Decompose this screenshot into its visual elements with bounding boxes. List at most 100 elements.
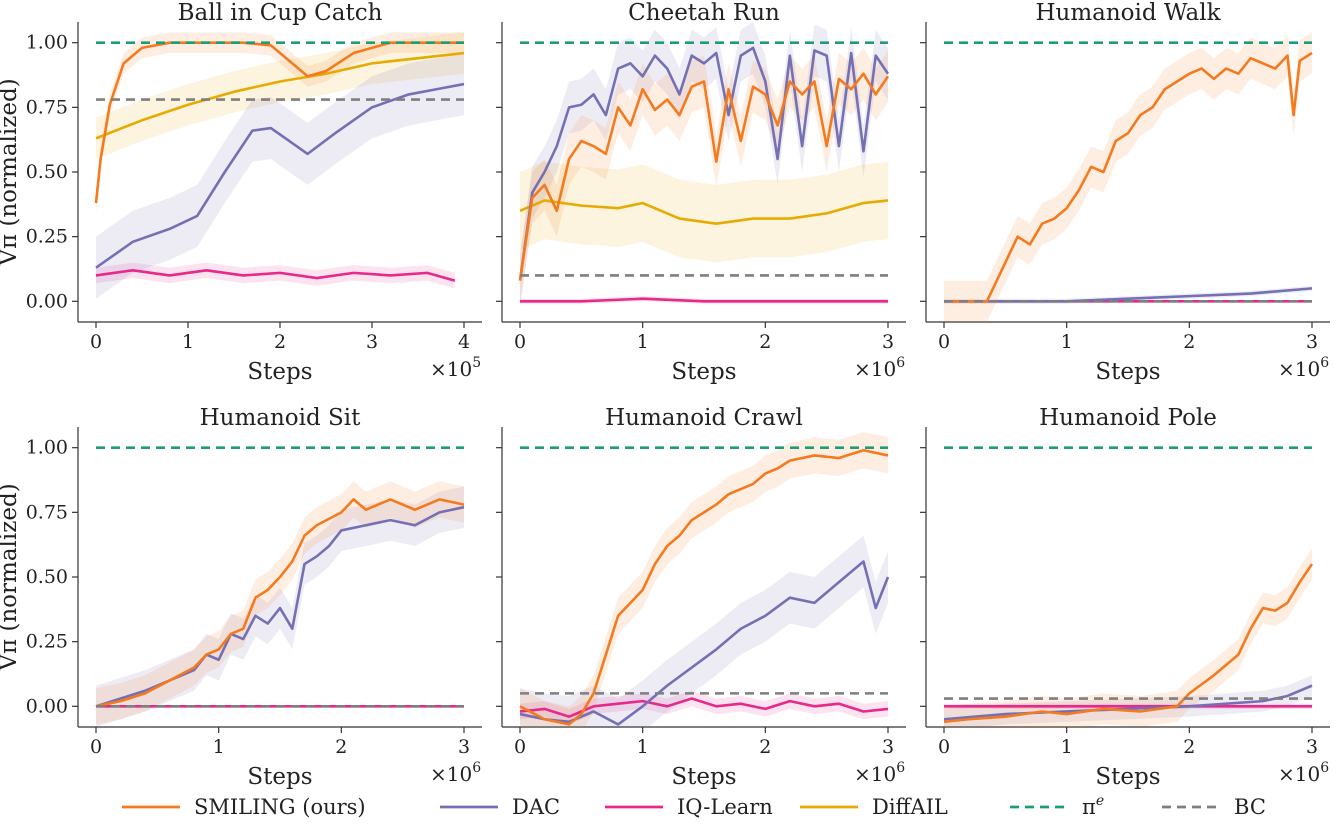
band-smiling (520, 432, 888, 727)
x-axis-label: Steps (1095, 359, 1160, 385)
y-tick-label: 0.75 (26, 96, 68, 118)
x-tick-label: 4 (458, 331, 470, 353)
subplot-5: Humanoid Pole 0 1 2 3 Steps ×106 (920, 405, 1330, 790)
x-tick-label: 2 (759, 736, 771, 758)
subplot-2: Humanoid Walk 0 1 2 3 Steps ×106 (920, 0, 1330, 385)
y-tick-label: 0.00 (26, 695, 68, 717)
legend: SMILING (ours) DAC IQ-Learn DiffAIL πe BC (122, 793, 1266, 819)
subplot-title: Humanoid Crawl (605, 405, 803, 431)
subplot-0: Ball in Cup Catch 0.00 0.25 0.50 0.75 1.00 0 1 2… (0, 0, 482, 385)
x-multiplier-exponent: 6 (896, 760, 905, 776)
band-smiling (944, 32, 1312, 322)
series-line-smiling (94, 41, 464, 204)
plot-area (519, 432, 890, 727)
y-tick-label: 0.25 (26, 226, 68, 248)
subplot-title: Ball in Cup Catch (178, 0, 383, 26)
series-line-dac (518, 46, 890, 281)
x-tick-label: 0 (514, 736, 526, 758)
subplot-3: Humanoid Sit 0.00 0.25 0.50 0.75 1.00 0 1 2 3 Step… (0, 405, 482, 790)
x-axis-label: Steps (671, 359, 736, 385)
legend-label-smiling: SMILING (ours) (194, 795, 366, 819)
band-dac (96, 53, 464, 299)
x-tick-label: 1 (213, 736, 225, 758)
series-line-iq (95, 268, 456, 282)
band-diffail (520, 161, 888, 263)
x-multiplier: ×106 (854, 355, 905, 381)
subplot-1: Cheetah Run 0 1 2 3 Steps ×106 (496, 0, 906, 385)
plot-area (944, 32, 1313, 322)
series-line-smiling (518, 72, 890, 281)
x-multiplier: ×105 (430, 355, 481, 381)
series-line-dac (95, 82, 465, 269)
x-axis-label: Steps (247, 764, 312, 790)
band-iq (96, 262, 455, 289)
band-smiling (96, 32, 464, 214)
series-line-iq (519, 697, 889, 718)
subplot-title: Humanoid Pole (1039, 405, 1217, 431)
x-tick-label: 0 (938, 331, 950, 353)
x-multiplier: ×106 (854, 760, 905, 786)
subplot-title: Humanoid Sit (200, 405, 362, 431)
band-dac (944, 285, 1312, 304)
band-smiling (944, 548, 1312, 727)
x-tick-label: 3 (1306, 331, 1318, 353)
y-axis-label: Vπ (normalized) (0, 483, 22, 671)
legend-label-diffail: DiffAIL (872, 795, 948, 819)
y-axis-label: Vπ (normalized) (0, 78, 22, 266)
x-tick-label: 1 (182, 331, 194, 353)
x-tick-label: 1 (1061, 331, 1073, 353)
x-tick-label: 1 (637, 331, 649, 353)
plot-area (95, 446, 465, 727)
band-dac (520, 535, 888, 727)
x-multiplier-exponent: 6 (472, 760, 481, 776)
x-tick-label: 3 (1306, 736, 1318, 758)
x-tick-label: 3 (366, 331, 378, 353)
x-tick-label: 2 (1183, 331, 1195, 353)
x-tick-label: 2 (759, 331, 771, 353)
band-smiling (96, 481, 464, 725)
x-tick-label: 1 (637, 736, 649, 758)
legend-label-sup: e (1096, 793, 1104, 809)
series-line-diffail (519, 199, 889, 226)
x-tick-label: 2 (274, 331, 286, 353)
y-tick-label: 0.50 (26, 161, 68, 183)
x-tick-label: 2 (1183, 736, 1195, 758)
x-axis-label: Steps (247, 359, 312, 385)
plot-area (518, 22, 890, 307)
band-iq (520, 690, 888, 725)
x-multiplier-exponent: 6 (896, 355, 905, 371)
y-tick-label: 0.75 (26, 501, 68, 523)
y-tick-label: 1.00 (26, 32, 68, 54)
subplot-title: Humanoid Walk (1035, 0, 1221, 26)
legend-label-expert: πe (1082, 793, 1104, 819)
plot-area (943, 446, 1314, 727)
series-line-smiling (943, 563, 1314, 724)
series-line-diffail (95, 51, 465, 140)
x-axis-label: Steps (1095, 764, 1160, 790)
series-line-smiling (519, 448, 889, 726)
legend-label-dac: DAC (512, 795, 560, 819)
x-tick-label: 3 (882, 331, 894, 353)
plot-area (94, 32, 465, 299)
x-multiplier: ×106 (1278, 760, 1329, 786)
series-line-dac (519, 560, 890, 726)
series-line-smiling (95, 498, 465, 708)
x-multiplier: ×106 (430, 760, 481, 786)
y-tick-label: 0.50 (26, 566, 68, 588)
y-tick-label: 0.25 (26, 631, 68, 653)
band-smiling (520, 47, 888, 307)
legend-label-bc: BC (1234, 795, 1266, 819)
subplot-title: Cheetah Run (628, 0, 780, 26)
x-tick-label: 0 (514, 331, 526, 353)
legend-label-iq: IQ-Learn (677, 795, 773, 819)
y-tick-label: 0.00 (26, 290, 68, 312)
x-tick-label: 2 (335, 736, 347, 758)
x-axis-label: Steps (671, 764, 736, 790)
subplot-4: Humanoid Crawl 0 1 2 3 Steps ×106 (496, 405, 906, 790)
x-multiplier: ×106 (1278, 355, 1329, 381)
series-line-iq (520, 297, 888, 303)
x-tick-label: 3 (458, 736, 470, 758)
x-tick-label: 0 (90, 331, 102, 353)
x-multiplier-exponent: 6 (1320, 760, 1329, 776)
